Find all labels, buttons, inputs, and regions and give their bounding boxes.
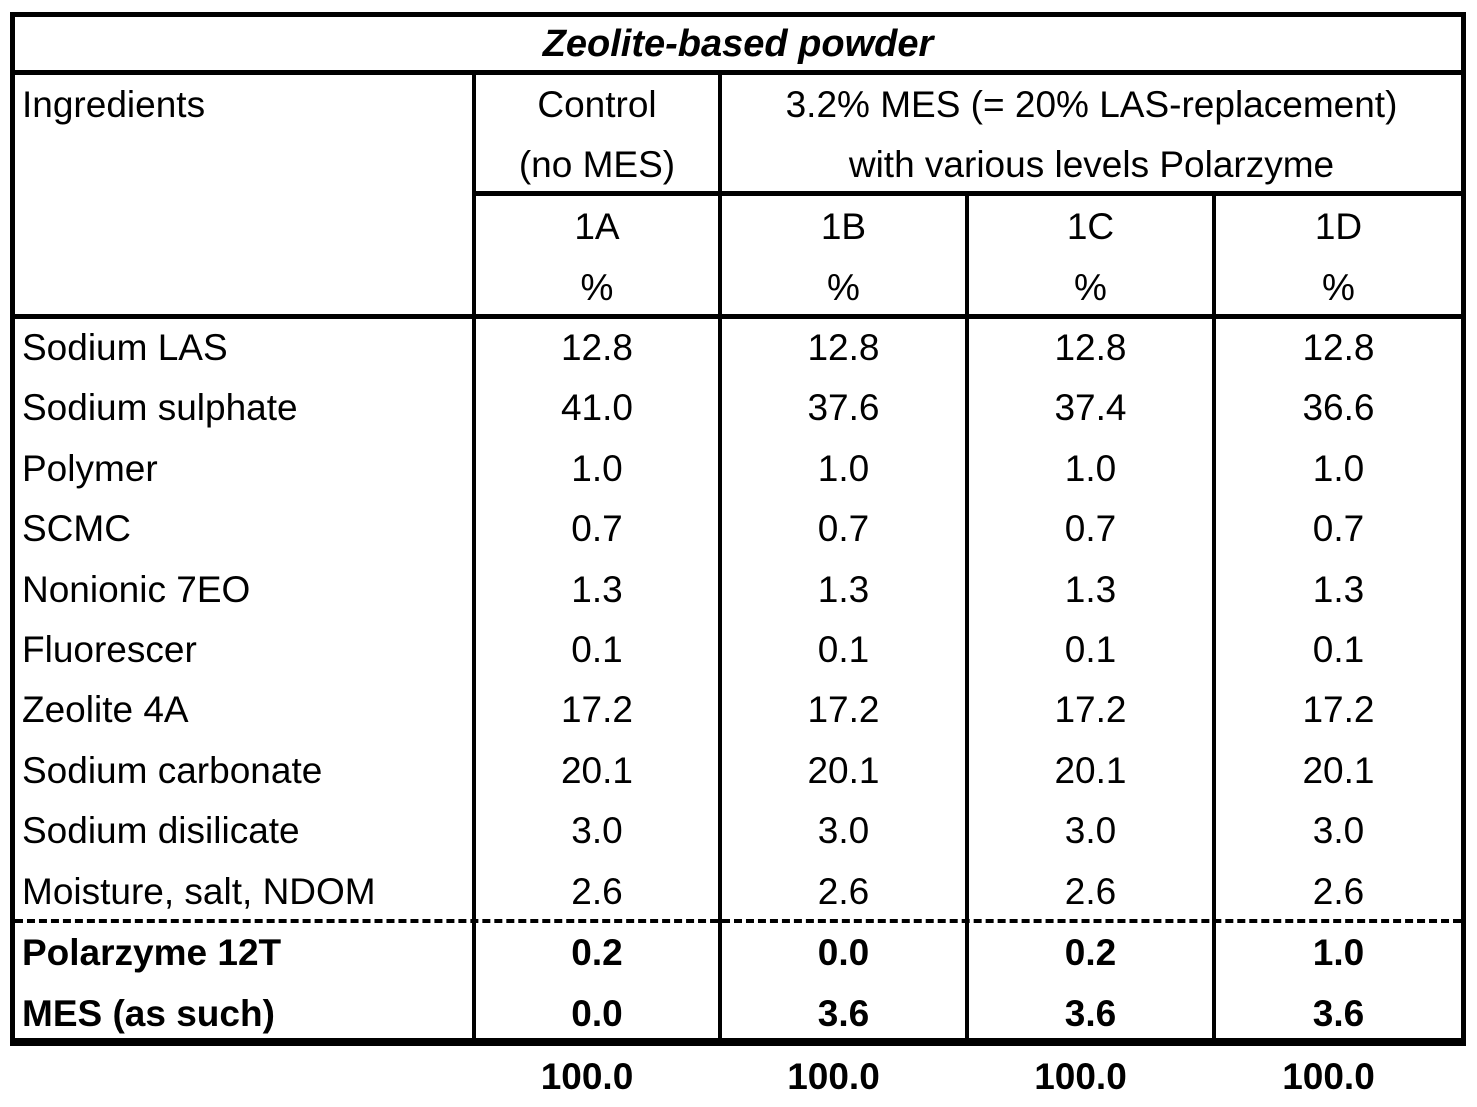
cell-value: 12.8 [1054,327,1127,368]
cell-value: 3.0 [571,810,623,852]
cell-value: 1.0 [1312,932,1365,973]
cell-value: 2.6 [817,870,870,912]
total-value: 100.0 [1034,1056,1127,1097]
cell-value: 1.3 [1064,568,1117,610]
table-title: Zeolite-based powder [542,23,934,65]
cell-value: 17.2 [560,689,633,731]
ingredient-name: Nonionic 7EO [22,568,251,610]
cell-value: 20.1 [1054,749,1127,791]
col-unit-1C: % [1074,267,1107,308]
cell-value: 1.3 [571,568,623,610]
cell-value: 36.6 [1302,387,1375,429]
cell-value: 20.1 [560,749,633,791]
cell-value: 0.1 [817,629,870,670]
cell-value: 3.6 [817,993,870,1034]
ingredient-name: SCMC [22,508,131,550]
ingredient-name: Moisture, salt, NDOM [22,870,376,912]
ingredient-name: Sodium sulphate [22,387,298,429]
dashed-separator [15,919,1461,923]
ingredient-name: Sodium carbonate [22,749,323,791]
cell-value: 0.0 [817,932,870,973]
cell-value: 3.0 [1064,810,1117,852]
cell-value: 0.7 [571,508,623,550]
col-id-1A: 1A [574,206,620,247]
header-divider-1 [472,191,1466,196]
control-header-line2: (no MES) [518,144,676,185]
cell-value: 3.6 [1312,993,1365,1034]
cell-value: 0.7 [1312,508,1365,550]
cell-value: 0.7 [1064,508,1117,550]
cell-value: 2.6 [1064,870,1117,912]
cell-value: 0.1 [1312,629,1365,670]
col-unit-1D: % [1322,267,1355,308]
ingredient-name: Fluorescer [22,629,197,670]
col-unit-1B: % [827,267,860,308]
cell-value: 0.1 [1064,629,1117,670]
cell-value: 20.1 [807,749,880,791]
cell-value: 20.1 [1302,749,1375,791]
cell-value: 0.7 [817,508,870,550]
col-id-1D: 1D [1314,206,1363,247]
cell-value: 3.0 [1312,810,1365,852]
cell-value: 1.3 [817,568,870,610]
cell-value: 0.1 [571,629,623,670]
cell-value: 17.2 [1054,689,1127,731]
cell-value: 2.6 [571,870,623,912]
col-divider-ingredients [472,72,476,1046]
cell-value: 41.0 [560,387,633,429]
col-id-1B: 1B [820,206,867,247]
mes-group-header-line2: with various levels Polarzyme [848,144,1335,185]
ingredient-name: Zeolite 4A [22,689,189,731]
ingredient-name: MES (as such) [22,993,275,1034]
ingredient-name: Sodium LAS [22,327,228,368]
cell-value: 1.0 [571,447,623,489]
cell-value: 1.3 [1312,568,1365,610]
col-divider-1B [965,193,969,1046]
ingredient-name: Sodium disilicate [22,810,300,852]
ingredients-header: Ingredients [22,84,206,125]
col-unit-1A: % [580,267,614,308]
col-divider-1A [718,72,722,1046]
cell-value: 1.0 [1312,447,1365,489]
cell-value: 12.8 [807,327,880,368]
cell-value: 12.8 [1302,327,1375,368]
formulation-table [10,12,1466,1046]
col-divider-1C [1212,193,1216,1046]
cell-value: 0.0 [571,993,623,1034]
cell-value: 0.2 [1064,932,1117,973]
total-value: 100.0 [787,1056,880,1097]
cell-value: 37.4 [1054,387,1127,429]
ingredient-name: Polarzyme 12T [22,932,282,973]
col-id-1C: 1C [1066,206,1115,247]
cell-value: 17.2 [807,689,880,731]
cell-value: 12.8 [560,327,633,368]
cell-value: 0.2 [571,932,623,973]
control-header-line1: Control [537,84,657,125]
cell-value: 1.0 [1064,447,1117,489]
cell-value: 1.0 [817,447,870,489]
cell-value: 2.6 [1312,870,1365,912]
cell-value: 3.6 [1064,993,1117,1034]
header-divider-2 [10,314,1466,319]
total-value: 100.0 [1282,1056,1375,1097]
mes-group-header-line1: 3.2% MES (= 20% LAS-replacement) [785,84,1398,125]
total-value: 100.0 [540,1056,634,1097]
cell-value: 37.6 [807,387,880,429]
title-divider [10,70,1466,75]
cell-value: 3.0 [817,810,870,852]
ingredient-name: Polymer [22,447,158,489]
cell-value: 17.2 [1302,689,1375,731]
